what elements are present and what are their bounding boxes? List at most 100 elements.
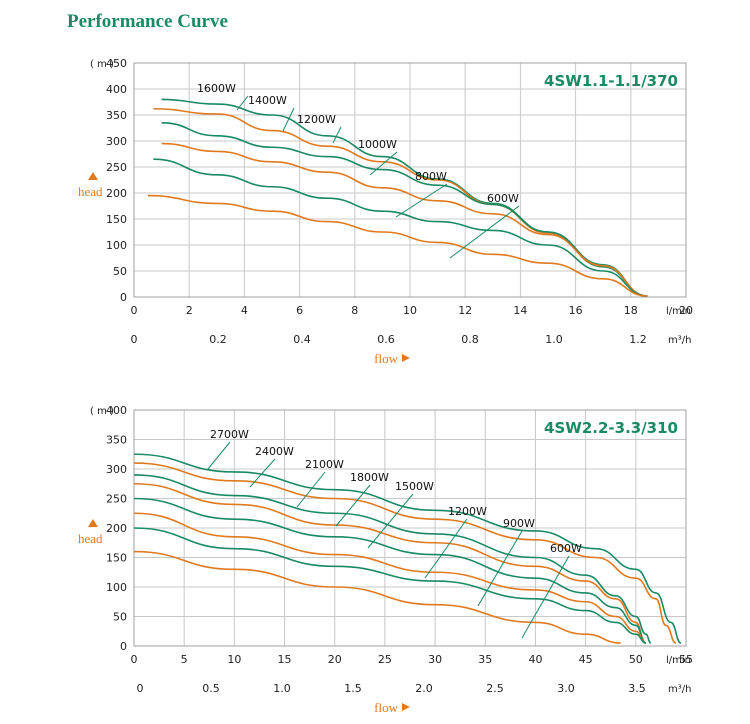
series-label-leader — [282, 107, 295, 132]
x-unit-primary: l/min — [666, 655, 691, 666]
series-line-2100w — [133, 474, 652, 644]
x-tick-label: 2 — [186, 304, 193, 317]
x-axis-arrow — [402, 703, 410, 711]
x-tick-label: 16 — [569, 304, 583, 317]
series-label-800w: 800W — [415, 170, 447, 183]
series-line-1600w — [161, 98, 648, 297]
series-label-leader — [249, 458, 276, 488]
model-label: 4SW1.1-1.1/370 — [544, 72, 678, 90]
x-unit-secondary: m³/h — [668, 684, 691, 695]
x-tick-label: 12 — [458, 304, 472, 317]
series-label-1800w: 1800W — [350, 471, 389, 484]
x2-tick-label: 1.0 — [273, 682, 291, 695]
y-tick-label: 50 — [113, 611, 127, 624]
x-tick-label: 10 — [227, 653, 241, 666]
x-tick-label: 55 — [679, 653, 693, 666]
x2-tick-label: 1.2 — [629, 333, 647, 346]
series-label-leader — [477, 530, 523, 607]
y-tick-label: 300 — [106, 135, 127, 148]
y-tick-label: 150 — [106, 552, 127, 565]
series-label-leader — [207, 441, 231, 470]
x-tick-label: 0 — [131, 653, 138, 666]
x-tick-label: 25 — [378, 653, 392, 666]
x-axis-label: flow — [374, 700, 398, 715]
series-label-leader — [369, 151, 398, 176]
x-tick-label: 6 — [296, 304, 303, 317]
x2-tick-label: 3.5 — [628, 682, 646, 695]
y-axis-arrow — [88, 519, 98, 527]
y-tick-label: 300 — [106, 463, 127, 476]
page-title: Performance Curve — [67, 11, 228, 32]
series-label-600w: 600W — [550, 542, 582, 555]
series-label-leader — [395, 183, 448, 218]
series-label-leader — [335, 484, 371, 527]
y-tick-label: 350 — [106, 109, 127, 122]
x-tick-label: 10 — [403, 304, 417, 317]
series-label-leader — [424, 518, 468, 579]
x2-tick-label: 0 — [137, 682, 144, 695]
series-label-1200w: 1200W — [297, 113, 336, 126]
series-line-2400w — [133, 462, 677, 644]
series-line-900w — [133, 527, 647, 644]
x-tick-label: 0 — [131, 304, 138, 317]
series-line-1500w — [133, 497, 647, 644]
series-line-600w — [133, 550, 621, 644]
x2-tick-label: 0 — [131, 333, 138, 346]
x2-tick-label: 0.5 — [202, 682, 220, 695]
y-tick-label: 50 — [113, 265, 127, 278]
y-tick-label: 400 — [106, 83, 127, 96]
x2-tick-label: 3.0 — [557, 682, 575, 695]
x-tick-label: 45 — [579, 653, 593, 666]
y-tick-label: 200 — [106, 522, 127, 535]
y-tick-label: 100 — [106, 581, 127, 594]
series-label-1600w: 1600W — [197, 82, 236, 95]
x-tick-label: 50 — [629, 653, 643, 666]
model-label: 4SW2.2-3.3/310 — [544, 419, 678, 437]
x-tick-label: 35 — [478, 653, 492, 666]
series-label-900w: 900W — [503, 517, 535, 530]
series-label-1000w: 1000W — [358, 138, 397, 151]
y-tick-label: 0 — [120, 291, 127, 304]
series-label-2700w: 2700W — [210, 428, 249, 441]
series-label-leader — [449, 205, 520, 259]
y-tick-label: 450 — [106, 57, 127, 70]
series-label-1500w: 1500W — [395, 480, 434, 493]
x-tick-label: 20 — [328, 653, 342, 666]
series-label-leader — [332, 126, 342, 144]
series-label-2400w: 2400W — [255, 445, 294, 458]
x2-tick-label: 0.6 — [377, 333, 395, 346]
series-label-1400w: 1400W — [248, 94, 287, 107]
x2-tick-label: 0.4 — [293, 333, 311, 346]
x-tick-label: 15 — [278, 653, 292, 666]
y-unit-label: ( m ) — [90, 59, 114, 70]
series-label-1200w: 1200W — [448, 505, 487, 518]
y-axis-label: head — [78, 531, 103, 546]
series-label-leader — [367, 493, 414, 549]
y-tick-label: 150 — [106, 213, 127, 226]
series-line-1200w — [133, 512, 647, 644]
x-tick-label: 4 — [241, 304, 248, 317]
series-label-600w: 600W — [487, 192, 519, 205]
series-label-leader — [521, 555, 570, 639]
x2-tick-label: 1.5 — [344, 682, 362, 695]
y-tick-label: 400 — [106, 404, 127, 417]
x-tick-label: 5 — [181, 653, 188, 666]
y-tick-label: 200 — [106, 187, 127, 200]
series-line-1800w — [133, 482, 647, 644]
series-line-1000w — [161, 142, 648, 297]
x-unit-secondary: m³/h — [668, 335, 691, 346]
y-tick-label: 250 — [106, 493, 127, 506]
x2-tick-label: 2.0 — [415, 682, 433, 695]
x-tick-label: 40 — [528, 653, 542, 666]
x2-tick-label: 0.2 — [209, 333, 227, 346]
plot-frame — [133, 62, 687, 298]
x-axis-arrow — [402, 354, 410, 362]
x2-tick-label: 0.8 — [461, 333, 479, 346]
x-axis-label: flow — [374, 351, 398, 366]
series-label-leader — [236, 95, 249, 111]
x-tick-label: 14 — [513, 304, 527, 317]
x-tick-label: 30 — [428, 653, 442, 666]
series-line-800w — [153, 158, 648, 297]
y-tick-label: 100 — [106, 239, 127, 252]
